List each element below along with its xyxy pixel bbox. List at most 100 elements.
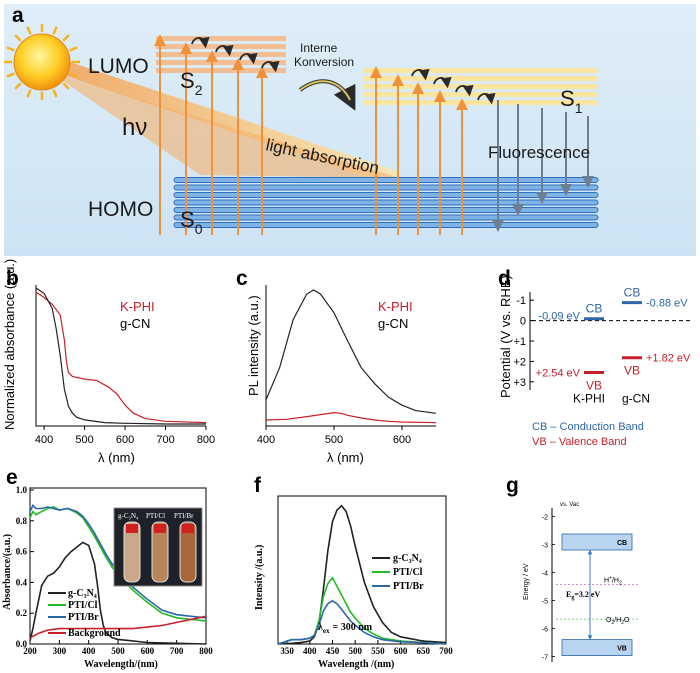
excitation-arrows xyxy=(154,34,468,235)
homo-level xyxy=(173,207,599,213)
ylabel-b: Normalized absorbance (a.u.) xyxy=(2,259,17,430)
panel-label-f: f xyxy=(254,474,262,497)
vac-label-g: vs. Vac xyxy=(560,502,579,508)
sample-tube xyxy=(123,521,141,583)
fluorescence-arrows xyxy=(492,100,594,232)
tick-label-d: 0 xyxy=(520,316,526,328)
series-line-background xyxy=(29,615,207,639)
tick-label-e: 500 xyxy=(111,646,125,656)
panel-a-diagram: a LUMO HOMO hν S2 S1 S0 Interne Konversi… xyxy=(4,4,696,256)
panel-c-pl-chart: c 400 500 600 λ (nm) PL intensity (a.u.) K… xyxy=(236,267,437,465)
relaxation-arrow xyxy=(477,92,496,105)
tick-label-g: -3 xyxy=(542,542,548,549)
tick-label-e: 200 xyxy=(23,646,37,656)
panel-f-pl-chart: f 350 400 450 500 550 600 650 700 g-C3N4 PTI/Cl… xyxy=(254,474,453,670)
excitation-label-f: λex = 300 nm xyxy=(318,622,373,635)
relaxation-arrow xyxy=(261,60,280,73)
xlabel-c: λ (nm) xyxy=(327,450,364,465)
sun-ray xyxy=(52,89,58,98)
tick-label-b: 400 xyxy=(35,434,53,446)
tick-label-e: 800 xyxy=(199,646,213,656)
series-line-pti-cl xyxy=(29,506,207,622)
photo-label-cl: PTI/Cl xyxy=(146,512,165,520)
tick-label-e: 300 xyxy=(53,646,67,656)
panel-label-c: c xyxy=(236,267,248,290)
sample-tube xyxy=(151,521,169,583)
tick-label-g: -4 xyxy=(542,570,548,577)
homo-label: HOMO xyxy=(88,198,153,221)
panel-label-e: e xyxy=(6,466,18,489)
legend-kphi-c: K-PHI xyxy=(378,299,413,314)
tick-label-d: -1 xyxy=(516,295,526,307)
series-line-g-cn xyxy=(265,289,437,414)
sun-ray xyxy=(6,46,15,52)
tick-label-d: +3 xyxy=(513,377,526,389)
s2-level xyxy=(156,60,286,65)
ylabel-d: Potential (V vs. RHE) xyxy=(498,275,513,398)
tick-label-g: -6 xyxy=(542,626,548,633)
cb-band xyxy=(561,533,633,551)
tick-label-f: 700 xyxy=(439,646,453,656)
vb-band xyxy=(561,639,633,656)
sample-tube xyxy=(179,521,197,583)
tick-label-d: +1 xyxy=(513,336,526,348)
tick-label-b: 600 xyxy=(116,434,134,446)
sun-ray xyxy=(62,82,70,90)
legend-e: g-C3N4 PTI/Cl PTI/Br Background xyxy=(48,588,121,639)
legend-f: g-C3N4 PTI/Cl PTI/Br xyxy=(372,553,424,592)
panel-d-band-diagram: d -1 0 +1 +2 +3 CB CB VB VB -0.09 eV -0.88 eV +2.5… xyxy=(498,267,691,448)
homo-level xyxy=(173,192,599,198)
ylabel-c: PL intensity (a.u.) xyxy=(246,295,261,396)
svg-text:PTI/Br: PTI/Br xyxy=(393,581,424,592)
s1-level xyxy=(364,76,598,81)
sun-ray xyxy=(52,26,58,35)
band-gap-label: Eg=3.2 eV xyxy=(566,590,600,601)
internal-conversion-label-2: Konversion xyxy=(294,55,354,69)
tick-label-c: 600 xyxy=(393,434,411,446)
tick-label-f: 400 xyxy=(303,646,317,656)
relaxation-arrow xyxy=(433,76,452,89)
ytick-label-e: 0.6 xyxy=(16,547,28,557)
legend-kphi-b: K-PHI xyxy=(120,299,155,314)
panel-label-a: a xyxy=(12,4,24,27)
tick-label-f: 600 xyxy=(394,646,408,656)
s2-level xyxy=(156,52,286,57)
tick-label-d: +2 xyxy=(513,356,526,368)
tube-cap xyxy=(154,524,166,533)
ytick-label-e: 0.0 xyxy=(16,639,28,649)
legend-gcn-b: g-CN xyxy=(120,316,150,331)
cb-label-g: CB xyxy=(617,540,627,547)
svg-text:PTI/Cl: PTI/Cl xyxy=(393,567,423,578)
axis-frame-f xyxy=(277,495,447,645)
lumo-label: LUMO xyxy=(88,55,149,78)
tick-label-e: 700 xyxy=(170,646,184,656)
xlabel-f: Wavelength /(nm) xyxy=(318,659,394,670)
tick-label-f: 450 xyxy=(326,646,340,656)
svg-text:PTI/Br: PTI/Br xyxy=(68,612,99,623)
svg-text:PTI/Cl: PTI/Cl xyxy=(68,600,98,611)
cb-value-gcn: -0.88 eV xyxy=(646,298,688,310)
panel-label-d: d xyxy=(498,267,511,290)
cb-label-kphi: CB xyxy=(586,302,603,316)
vb-label-g: VB xyxy=(617,646,627,653)
panel-e-absorbance-chart: e 200 300 400 500 600 700 800 0.0 0.2 0.4 0.6 0.8 1.… xyxy=(2,466,213,670)
internal-conversion-arrow-fill xyxy=(299,80,351,101)
relaxation-arrow xyxy=(411,68,430,81)
cb-value-kphi: -0.09 eV xyxy=(538,311,580,323)
panel-a-background xyxy=(4,4,696,256)
axis-frame-b xyxy=(35,285,206,427)
svg-text:g-C3N4: g-C3N4 xyxy=(68,588,97,600)
tube-cap xyxy=(182,524,194,533)
s2-label: S2 xyxy=(180,68,203,98)
ytick-label-e: 0.4 xyxy=(16,577,28,587)
homo-level xyxy=(173,184,599,191)
sun-icon xyxy=(4,24,80,100)
ylabel-e: Absorbance/(a.u.) xyxy=(2,534,13,610)
legend-gcn-c: g-CN xyxy=(378,316,408,331)
s1-level xyxy=(364,84,598,89)
note-vb-d: VB – Valence Band xyxy=(532,436,627,448)
fluorescence-label: Fluorescence xyxy=(488,143,590,162)
sun-ray xyxy=(14,34,22,42)
sun-ray xyxy=(14,82,22,90)
